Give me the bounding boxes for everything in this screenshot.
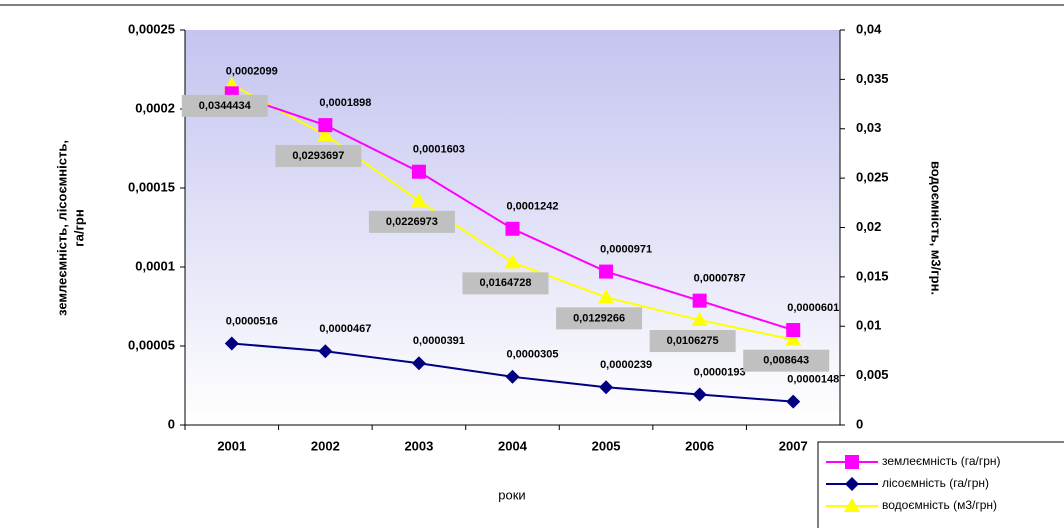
x-tick-label: 2004 [498, 438, 528, 453]
marker [692, 293, 707, 308]
data-label: 0,0000148 [787, 374, 839, 386]
x-tick-label: 2002 [311, 438, 340, 453]
x-tick-label: 2006 [685, 438, 714, 453]
marker [692, 387, 707, 402]
data-label-box [556, 307, 643, 330]
marker [224, 336, 239, 351]
marker [786, 323, 801, 338]
marker [504, 254, 521, 269]
data-label: 0,008643 [763, 355, 809, 367]
y-axis-title: га/грн [71, 209, 86, 246]
marker [785, 331, 802, 346]
x-tick-label: 2001 [217, 438, 246, 453]
legend-label: землеємність (га/грн) [882, 454, 1001, 468]
data-label: 0,0000305 [507, 349, 559, 361]
legend-label: лісоємність (га/грн) [882, 476, 989, 490]
x-axis-title: роки [498, 487, 525, 502]
marker [318, 344, 333, 359]
data-label: 0,0000239 [600, 359, 652, 371]
y-tick-label: 0,00025 [128, 21, 175, 36]
y2-tick-label: 0,01 [856, 318, 881, 333]
marker [844, 498, 860, 512]
marker [599, 380, 614, 395]
y-tick-label: 0,00005 [128, 337, 175, 352]
marker [598, 289, 615, 304]
y2-tick-label: 0,03 [856, 120, 881, 135]
data-label: 0,0000971 [600, 243, 652, 255]
y2-tick-label: 0,02 [856, 219, 881, 234]
marker [691, 312, 708, 327]
data-label: 0,0001898 [319, 97, 371, 109]
marker [786, 394, 801, 409]
data-label: 0,0000193 [694, 366, 746, 378]
data-label: 0,0000391 [413, 335, 465, 347]
data-label-box [743, 349, 830, 372]
marker [505, 369, 520, 384]
data-label: 0,0164728 [480, 277, 532, 289]
y-tick-label: 0,0002 [135, 100, 175, 115]
data-label: 0,0000601 [787, 302, 839, 314]
data-label: 0,0106275 [667, 335, 719, 347]
marker [599, 264, 614, 279]
data-label-box [368, 210, 455, 233]
marker [318, 118, 333, 133]
y-axis-title: землеємність, лісоємність, [54, 140, 69, 316]
data-label: 0,0129266 [573, 312, 625, 324]
data-label-box [649, 330, 736, 353]
data-label: 0,0344434 [199, 100, 252, 112]
y2-tick-label: 0 [856, 416, 863, 431]
y-tick-label: 0 [168, 416, 175, 431]
x-tick-label: 2007 [779, 438, 808, 453]
marker [411, 164, 426, 179]
data-label: 0,0226973 [386, 216, 438, 228]
marker [411, 356, 426, 371]
data-label: 0,0001242 [507, 201, 559, 213]
data-label-box [275, 144, 362, 167]
marker [505, 221, 520, 236]
marker [410, 192, 427, 207]
x-tick-label: 2005 [592, 438, 621, 453]
y-tick-label: 0,00015 [128, 179, 175, 194]
marker [845, 477, 859, 491]
y2-tick-label: 0,035 [856, 71, 889, 86]
y2-tick-label: 0,015 [856, 268, 889, 283]
data-label-box [181, 94, 268, 117]
y2-tick-label: 0,005 [856, 367, 889, 382]
data-label: 0,0000467 [319, 323, 371, 335]
y-tick-label: 0,0001 [135, 258, 175, 273]
data-label: 0,0000516 [226, 315, 278, 327]
x-tick-label: 2003 [404, 438, 433, 453]
y2-tick-label: 0,025 [856, 170, 889, 185]
legend-label: водоємність (м3/грн) [882, 498, 997, 512]
data-label: 0,0293697 [292, 150, 344, 162]
y2-tick-label: 0,04 [856, 21, 882, 36]
data-label: 0,0000787 [694, 273, 746, 285]
data-label-box [462, 272, 549, 295]
data-label: 0,0001603 [413, 144, 465, 156]
marker [845, 455, 859, 469]
y2-axis-title: водоємність, м3/грн. [929, 161, 944, 295]
data-label: 0,0002099 [226, 65, 278, 77]
marker [317, 126, 334, 141]
